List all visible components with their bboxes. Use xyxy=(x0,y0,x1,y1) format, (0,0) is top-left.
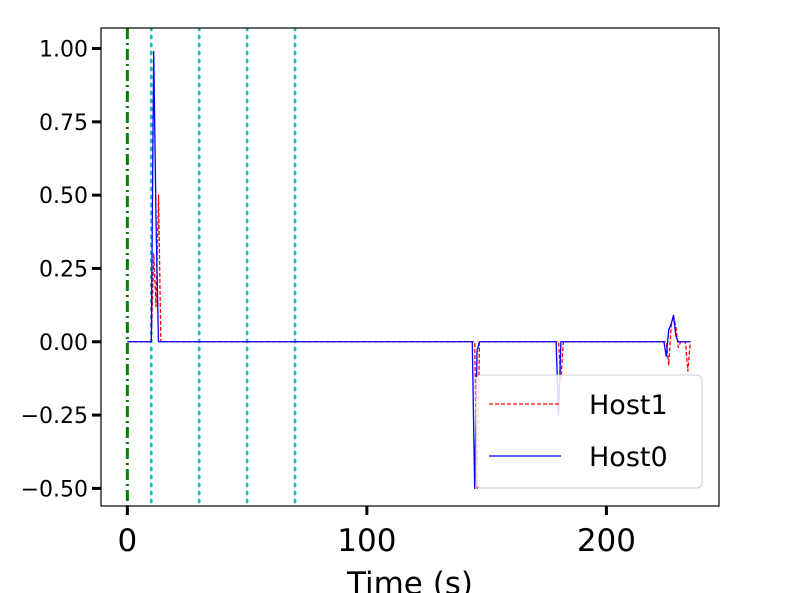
legend-box xyxy=(475,374,703,489)
x-axis: 0 100 200 xyxy=(117,506,636,559)
y-tick-label: 0.50 xyxy=(39,184,88,209)
y-tick-label: 0.75 xyxy=(39,111,88,136)
legend-label-host0: Host0 xyxy=(589,442,668,473)
y-tick-label: 0.00 xyxy=(39,331,88,356)
legend: Host1 Host0 xyxy=(475,374,703,489)
x-tick-label: 200 xyxy=(577,523,636,559)
y-tick-label: 1.00 xyxy=(39,38,88,63)
x-axis-label: Time (s) xyxy=(346,566,473,593)
legend-label-host1: Host1 xyxy=(589,390,668,421)
y-axis: 1.00 0.75 0.50 0.25 0.00 −0.25 −0.50 xyxy=(21,38,101,502)
y-tick-label: 0.25 xyxy=(39,257,88,282)
y-tick-label: −0.25 xyxy=(21,404,88,429)
x-tick-label: 0 xyxy=(117,523,137,559)
series-line-host1 xyxy=(127,194,691,490)
y-tick-label: −0.50 xyxy=(21,477,88,502)
x-tick-label: 100 xyxy=(337,523,396,559)
